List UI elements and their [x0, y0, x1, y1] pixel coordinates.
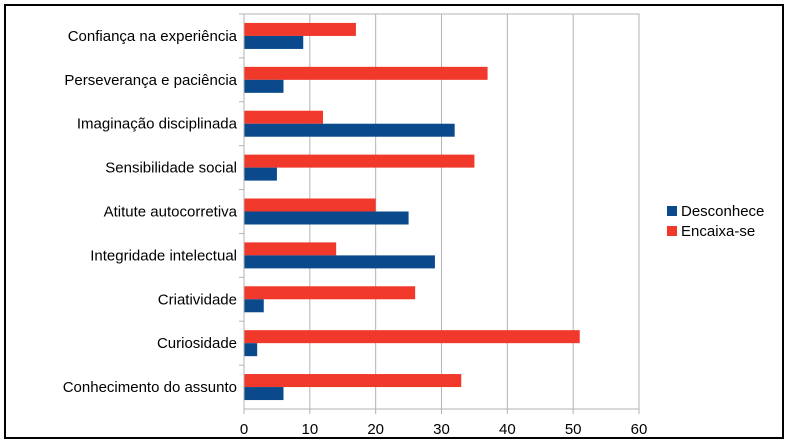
bar-encaixa-se: [244, 154, 475, 168]
legend: Desconhece Encaixa-se: [667, 203, 764, 240]
bar-encaixa-se: [244, 374, 462, 388]
tick-labels: 0 10 20 30 40 50 60: [240, 421, 648, 438]
bar-encaixa-se: [244, 242, 337, 256]
category-label: Atitute autocorretiva: [104, 204, 238, 221]
legend-swatch-encaixa-se: [667, 226, 677, 236]
axes: [239, 13, 640, 414]
bar-encaixa-se: [244, 22, 356, 36]
legend-label: Encaixa-se: [681, 223, 755, 240]
category-label: Conhecimento do assunto: [63, 379, 237, 396]
category-label: Imaginação disciplinada: [77, 116, 238, 133]
bar-encaixa-se: [244, 330, 580, 344]
bar-encaixa-se: [244, 286, 416, 300]
x-tick-label: 40: [499, 421, 516, 437]
chart-frame: Confiança na experiência Perseverança e p…: [4, 4, 784, 439]
bar-chart: Confiança na experiência Perseverança e p…: [63, 13, 764, 438]
x-tick-label: 10: [301, 421, 318, 437]
plot-area-border: [243, 13, 640, 410]
legend-label: Desconhece: [681, 203, 764, 220]
category-label: Perseverança e paciência: [64, 72, 237, 89]
bar-desconhece: [244, 35, 304, 49]
bar-encaixa-se: [244, 198, 376, 212]
bar-desconhece: [244, 211, 409, 225]
bar-encaixa-se: [244, 110, 323, 124]
category-label: Criatividade: [158, 291, 237, 308]
category-label: Curiosidade: [157, 335, 237, 352]
bar-desconhece: [244, 255, 435, 269]
bar-desconhece: [244, 299, 264, 313]
x-tick-label: 60: [631, 421, 648, 437]
category-labels: Confiança na experiência Perseverança e p…: [63, 28, 238, 396]
category-label: Confiança na experiência: [68, 28, 238, 45]
bars: [244, 22, 580, 401]
bar-desconhece: [244, 123, 455, 137]
bar-desconhece: [244, 387, 284, 401]
x-tick-label: 30: [433, 421, 450, 437]
legend-swatch-desconhece: [667, 206, 677, 216]
bar-desconhece: [244, 167, 277, 181]
category-label: Sensibilidade social: [105, 160, 237, 177]
category-label: Integridade intelectual: [90, 247, 237, 264]
x-tick-label: 50: [565, 421, 582, 437]
bar-desconhece: [244, 79, 284, 93]
bar-desconhece: [244, 343, 258, 357]
x-tick-label: 20: [367, 421, 384, 437]
bar-encaixa-se: [244, 66, 488, 80]
x-tick-label: 0: [240, 421, 248, 437]
